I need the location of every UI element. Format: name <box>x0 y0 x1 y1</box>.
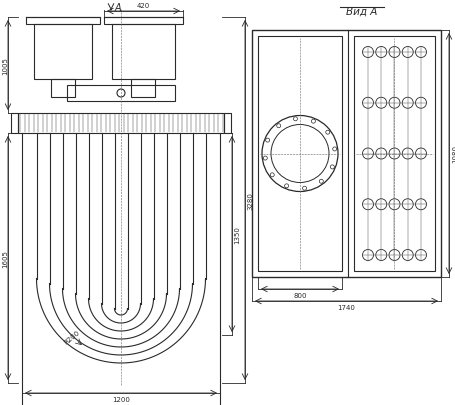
Text: A: A <box>115 3 121 13</box>
Bar <box>67 86 175 102</box>
Bar <box>104 18 183 25</box>
Text: 1350: 1350 <box>234 226 240 243</box>
Bar <box>112 25 175 80</box>
Bar <box>11 114 18 134</box>
Bar <box>34 25 92 80</box>
Text: Вид А: Вид А <box>346 7 377 17</box>
Text: 3280: 3280 <box>247 192 253 209</box>
Text: 1605: 1605 <box>2 249 8 267</box>
Bar <box>51 80 75 98</box>
Bar <box>252 31 441 277</box>
Bar <box>18 114 224 134</box>
Text: R200: R200 <box>63 329 81 345</box>
Text: 1005: 1005 <box>2 57 8 75</box>
Text: 800: 800 <box>293 292 307 298</box>
Text: 1740: 1740 <box>338 304 355 310</box>
Text: 420: 420 <box>137 3 150 9</box>
Text: 1200: 1200 <box>112 396 130 402</box>
Bar <box>131 80 155 98</box>
Bar <box>258 37 342 271</box>
Bar <box>354 37 435 271</box>
Text: 1080: 1080 <box>452 145 455 163</box>
Bar <box>26 18 100 25</box>
Bar <box>224 114 231 134</box>
